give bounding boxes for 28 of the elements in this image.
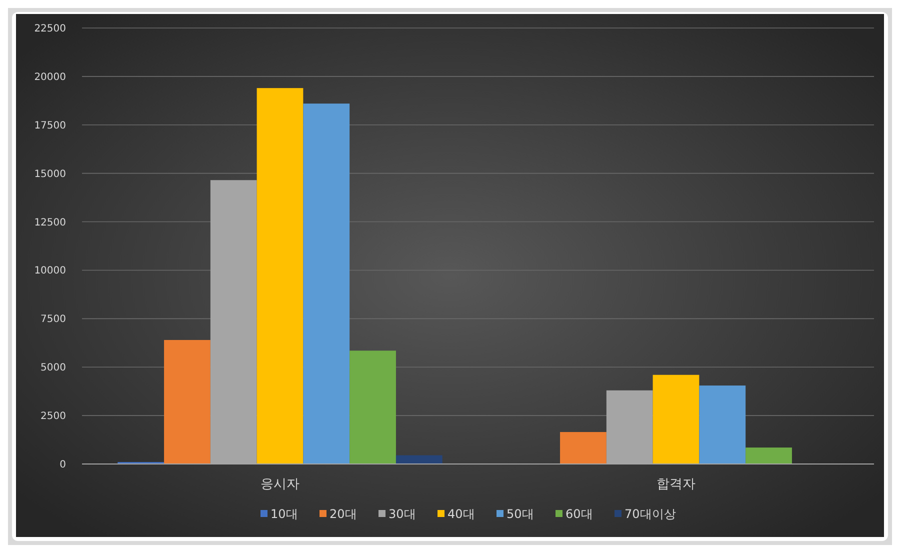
- y-tick-label: 7500: [40, 314, 66, 326]
- bar: [350, 350, 396, 464]
- bar: [746, 448, 792, 464]
- legend-label: 30대: [388, 507, 416, 522]
- x-tick-label: 응시자: [260, 477, 300, 492]
- legend-label: 40대: [448, 507, 475, 522]
- y-tick-label: 0: [60, 460, 66, 470]
- bar: [560, 432, 606, 464]
- legend-label: 10대: [270, 507, 298, 522]
- y-tick-label: 12500: [34, 217, 66, 228]
- y-tick-label: 20000: [34, 72, 66, 83]
- legend-label: 60대: [566, 507, 593, 522]
- y-tick-label: 2500: [40, 411, 66, 422]
- y-tick-label: 10000: [34, 266, 66, 277]
- y-tick-label: 22500: [34, 24, 66, 34]
- legend-label: 50대: [506, 507, 534, 522]
- bar: [303, 104, 350, 464]
- y-tick-label: 17500: [34, 120, 66, 132]
- y-tick-label: 5000: [40, 362, 66, 374]
- bar: [164, 340, 210, 464]
- y-tick-label: 15000: [34, 168, 66, 180]
- legend-label: 20대: [330, 507, 357, 522]
- bar: [699, 386, 746, 464]
- bar: [652, 374, 700, 464]
- x-tick-label: 합격자: [656, 477, 696, 492]
- bar: [256, 88, 304, 464]
- legend-label: 70대이상: [624, 507, 676, 522]
- bar: [396, 455, 442, 464]
